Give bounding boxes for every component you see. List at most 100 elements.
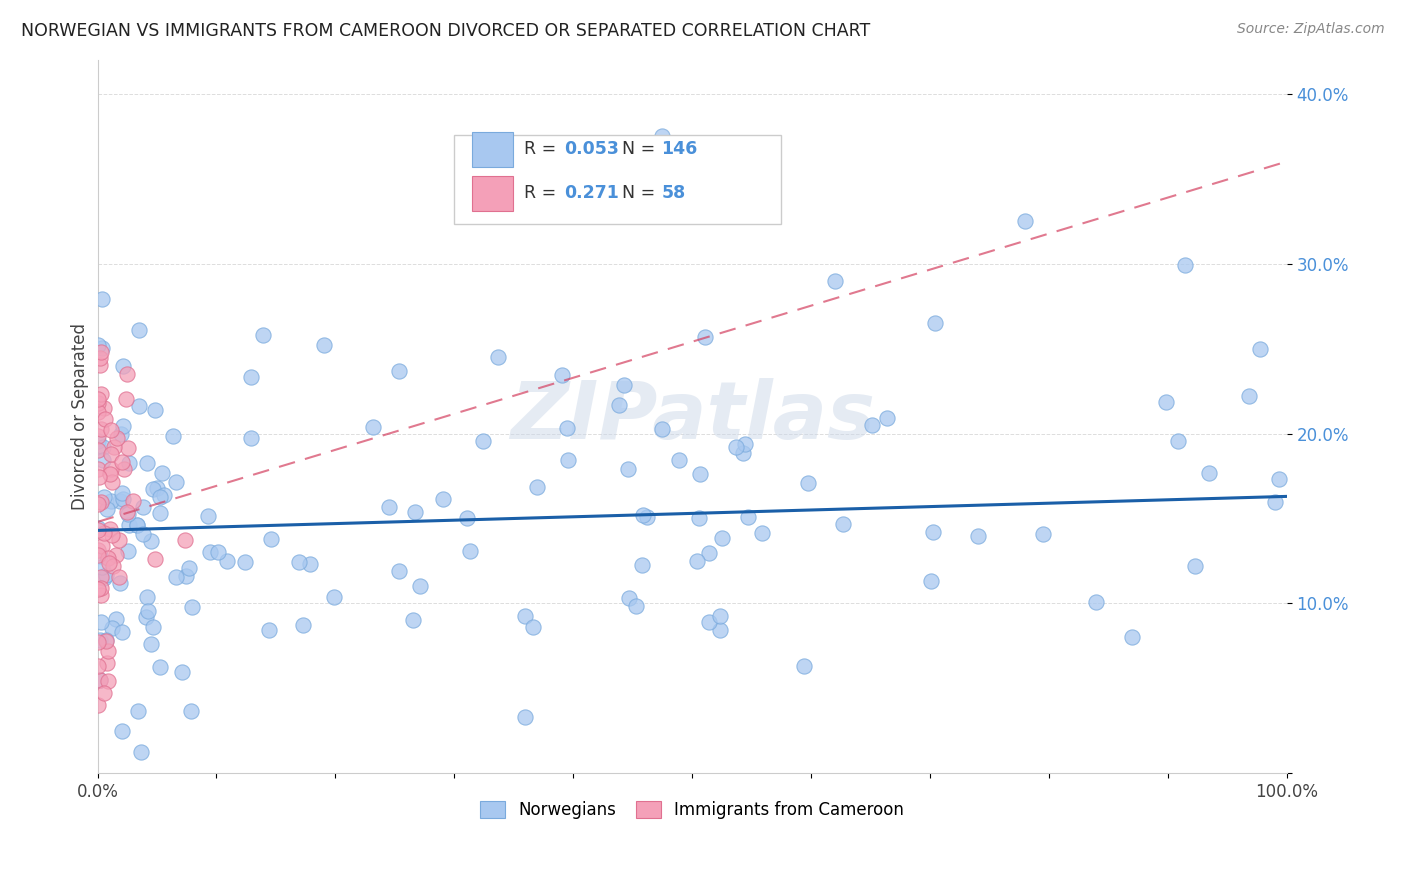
Point xyxy=(689,467,711,482)
Point xyxy=(87,543,110,558)
Point xyxy=(1084,595,1107,609)
Point xyxy=(111,624,134,639)
Point xyxy=(129,745,152,759)
Point xyxy=(402,613,425,627)
Point xyxy=(731,446,754,460)
Point xyxy=(90,292,112,306)
Point xyxy=(150,466,173,480)
Point xyxy=(555,421,578,435)
Point xyxy=(111,486,134,500)
Point xyxy=(181,599,204,614)
Point xyxy=(207,545,229,559)
Point xyxy=(127,704,149,718)
Text: 146: 146 xyxy=(661,140,697,158)
Point xyxy=(87,658,110,673)
Point xyxy=(314,337,336,351)
Point xyxy=(89,673,111,687)
Point xyxy=(98,556,121,570)
Point xyxy=(142,620,165,634)
Point xyxy=(165,570,187,584)
Point xyxy=(522,620,544,634)
Point xyxy=(145,552,167,566)
Point xyxy=(1198,466,1220,480)
Point xyxy=(101,621,124,635)
Point xyxy=(876,410,898,425)
Point xyxy=(1249,343,1271,357)
Point xyxy=(128,399,150,413)
Point xyxy=(388,364,411,378)
Point xyxy=(87,582,110,597)
Point xyxy=(709,623,731,637)
Point xyxy=(86,548,108,562)
Point xyxy=(87,428,110,442)
Text: 58: 58 xyxy=(661,185,685,202)
Point xyxy=(90,495,112,509)
Point xyxy=(111,455,134,469)
Text: NORWEGIAN VS IMMIGRANTS FROM CAMEROON DIVORCED OR SEPARATED CORRELATION CHART: NORWEGIAN VS IMMIGRANTS FROM CAMEROON DI… xyxy=(21,22,870,40)
Point xyxy=(91,453,114,467)
Point xyxy=(112,419,135,434)
Point xyxy=(105,612,128,626)
Point xyxy=(631,558,654,572)
Point xyxy=(1014,214,1036,228)
Point xyxy=(87,469,110,483)
Point xyxy=(613,377,636,392)
Point xyxy=(100,494,122,508)
Point xyxy=(751,526,773,541)
Point xyxy=(128,323,150,337)
Point xyxy=(797,476,820,491)
Point xyxy=(93,490,115,504)
Point xyxy=(117,441,139,455)
Point xyxy=(112,491,135,506)
Point xyxy=(100,462,122,476)
Point xyxy=(378,500,401,514)
Point xyxy=(651,129,673,144)
Point xyxy=(90,345,112,359)
Point xyxy=(513,609,536,624)
Point xyxy=(96,502,118,516)
Point xyxy=(215,554,238,568)
Point xyxy=(688,511,710,525)
Point xyxy=(153,487,176,501)
Point xyxy=(101,559,124,574)
Point xyxy=(86,443,108,458)
Point xyxy=(100,447,122,461)
Point xyxy=(143,403,166,417)
Point xyxy=(288,555,311,569)
Point xyxy=(432,491,454,506)
Point xyxy=(87,497,110,511)
Point xyxy=(409,579,432,593)
Point xyxy=(709,609,731,624)
Text: ZIPatlas: ZIPatlas xyxy=(509,377,875,456)
Point xyxy=(404,505,426,519)
Point xyxy=(1237,389,1260,403)
Point xyxy=(1174,258,1197,272)
Point xyxy=(966,529,988,543)
Point xyxy=(87,698,110,713)
Point xyxy=(89,351,111,366)
Point xyxy=(922,524,945,539)
Point xyxy=(90,386,112,401)
Point xyxy=(636,510,658,524)
Point xyxy=(93,401,115,415)
Point xyxy=(240,431,263,445)
Y-axis label: Divorced or Separated: Divorced or Separated xyxy=(72,323,89,510)
Point xyxy=(149,660,172,674)
Point xyxy=(471,434,494,449)
Point xyxy=(180,704,202,718)
Point xyxy=(108,533,131,547)
Point xyxy=(108,570,131,584)
Point xyxy=(89,588,111,602)
Point xyxy=(87,392,110,406)
Point xyxy=(361,419,384,434)
Point xyxy=(97,674,120,689)
Point xyxy=(138,604,160,618)
Point xyxy=(617,461,640,475)
Point xyxy=(388,564,411,578)
Point xyxy=(1032,527,1054,541)
Point xyxy=(90,560,112,574)
Point xyxy=(617,591,640,605)
Point xyxy=(87,405,110,419)
Point xyxy=(299,557,322,571)
Point xyxy=(793,658,815,673)
